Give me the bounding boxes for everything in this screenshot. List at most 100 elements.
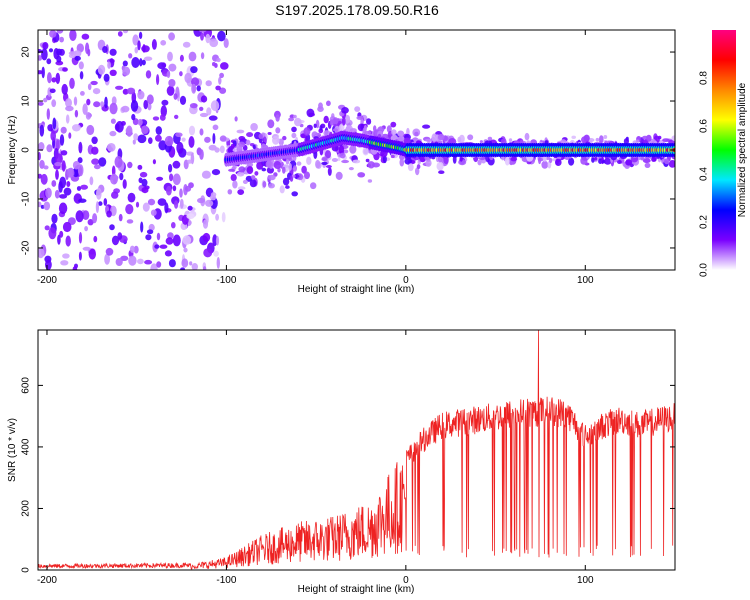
heatmap-cell [188,125,196,136]
heatmap-cell [479,140,483,144]
heatmap-cell [78,232,83,244]
heatmap-cell [386,125,392,133]
heatmap-cell [150,209,157,216]
heatmap-cell [92,213,98,224]
heatmap-cell [82,246,91,251]
heatmap-cell [191,83,197,94]
heatmap-cell [69,30,77,41]
heatmap-cell [219,135,227,142]
heatmap-cell [209,194,217,201]
heatmap-cell [623,138,630,145]
heatmap-cell [59,176,67,189]
heatmap-cell [524,132,530,141]
heatmap-cell [164,135,174,147]
heatmap-cell [201,170,211,179]
heatmap-cell [209,38,219,48]
heatmap-cell [272,135,280,145]
heatmap-cell [212,124,219,131]
heatmap-cell [212,133,216,144]
heatmap-cell [91,146,99,155]
heatmap-cell [591,157,595,163]
heatmap-cell [215,85,221,91]
heatmap-cell [182,41,191,48]
heatmap-cell [568,157,575,166]
heatmap-cell [306,156,312,165]
heatmap-cell [106,210,112,218]
heatmap-cell [202,219,209,229]
heatmap-cell [323,130,331,137]
heatmap-cell [202,232,211,242]
heatmap-cell [142,202,150,212]
heatmap-cell [65,98,72,108]
heatmap-cell [213,250,219,257]
heatmap-cell [242,179,248,184]
heatmap-cell [141,187,149,194]
heatmap-cell [354,106,361,112]
heatmap-cell [538,156,542,165]
heatmap-cell [158,140,167,151]
heatmap-cell [357,172,366,178]
heatmap-cell [138,31,143,39]
heatmap-cell [59,230,64,238]
heatmap-cell [416,164,421,170]
heatmap-cell [165,237,174,245]
heatmap-cell [169,173,174,182]
colorbar-ticks: 0.0 0.2 0.4 0.6 0.8 [699,71,710,277]
heatmap-cell [220,62,229,70]
heatmap-cell [70,175,80,182]
heatmap-cell [366,118,372,125]
heatmap-cell [204,136,211,143]
heatmap-cell [282,166,286,174]
heatmap-cell [122,60,128,67]
heatmap-cell [349,145,357,154]
heatmap-cell [237,189,245,196]
heatmap-cell [121,105,130,113]
heatmap-cell [196,85,201,92]
heatmap-cell [321,156,328,161]
heatmap-cell [640,157,645,161]
heatmap-cell [51,213,58,224]
heatmap-cell [651,157,657,162]
heatmap-cell [38,247,45,259]
heatmap-cell [47,124,54,132]
heatmap-cell [92,88,101,95]
heatmap-ridge [223,130,675,167]
heatmap-cell [46,144,53,153]
heatmap-cell [172,234,181,247]
heatmap-cell [175,132,183,138]
heatmap-cell [49,88,56,94]
heatmap-cell [109,48,117,56]
heatmap-cell [57,234,61,245]
heatmap-cell [339,152,346,159]
heatmap-cell [102,46,108,53]
heatmap-cell [179,188,183,198]
heatmap-cell [663,158,670,165]
heatmap-cell [58,202,68,215]
heatmap-cell [172,185,177,192]
heatmap-cell [118,213,123,222]
heatmap-cell [63,187,72,196]
heatmap-cell [325,165,332,168]
heatmap-cell [291,126,297,133]
heatmap-cell [331,158,338,162]
heatmap-cell [236,171,245,177]
heatmap-cell [114,156,123,168]
heatmap-cell [541,160,549,169]
heatmap-cell [66,181,71,187]
heatmap-cell [143,99,148,110]
heatmap-cell [256,161,264,170]
heatmap-cell [246,132,254,138]
heatmap-cell [184,72,192,84]
y-tick-label: 400 [21,438,32,455]
heatmap-cell [296,161,302,166]
heatmap-cell [128,255,137,266]
heatmap-cell [60,260,69,266]
heatmap-cell [40,173,48,185]
heatmap-cell [363,125,367,131]
heatmap-cell [662,138,670,143]
heatmap-cell [85,112,91,120]
heatmap-cell [218,76,222,85]
heatmap-cell [139,58,143,67]
heatmap-cell [189,103,198,109]
heatmap-cell [61,83,68,95]
